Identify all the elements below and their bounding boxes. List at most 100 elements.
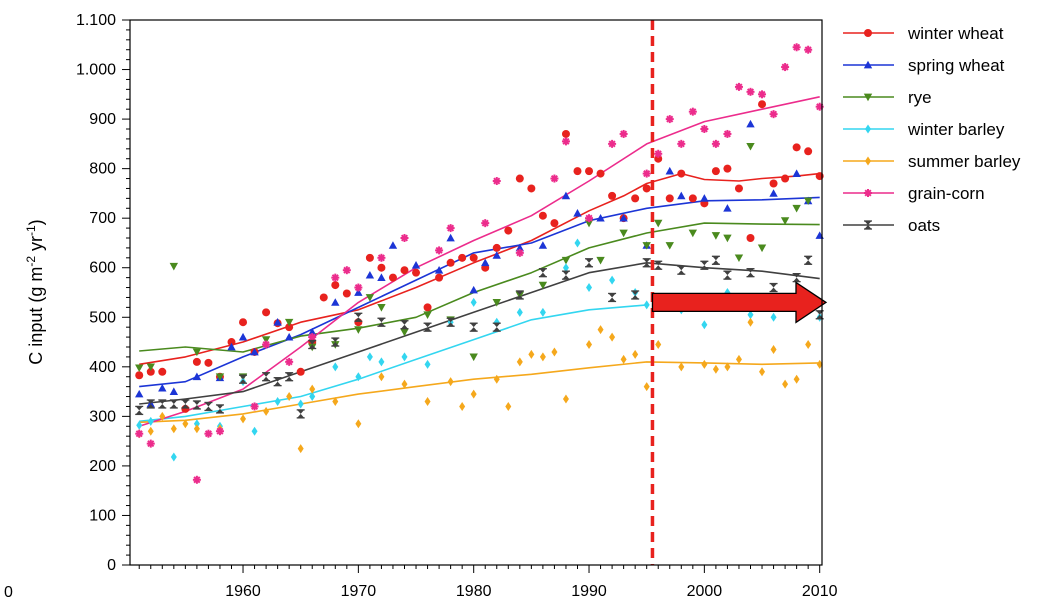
data-point-winter-wheat — [769, 179, 778, 188]
data-point-oats — [631, 290, 640, 300]
data-point-oats — [215, 404, 224, 414]
data-point-summer-barley — [643, 382, 650, 392]
data-point-winter-wheat — [561, 129, 570, 138]
data-point-rye — [596, 256, 605, 265]
hourglass-shape — [193, 400, 201, 409]
star-stroke — [435, 246, 443, 254]
data-point-winter-barley — [251, 426, 258, 436]
data-point-rye — [642, 242, 651, 250]
data-point-rye — [169, 262, 179, 271]
data-point-winter-wheat — [631, 194, 640, 203]
hourglass-shape — [677, 266, 685, 275]
data-point-rye — [723, 234, 732, 243]
data-point-summer-barley — [147, 426, 154, 436]
hourglass-shape — [700, 261, 708, 270]
data-point-winter-barley — [643, 300, 650, 310]
x-tick-label: 2000 — [687, 583, 723, 600]
data-point-rye — [711, 232, 721, 240]
data-point-summer-barley — [701, 359, 708, 369]
hourglass-shape — [354, 313, 362, 322]
data-point-grain-corn — [400, 234, 409, 242]
data-point-grain-corn — [515, 248, 524, 257]
star-stroke — [677, 140, 685, 148]
hourglass-shape — [493, 323, 501, 332]
data-point-spring-wheat — [411, 261, 421, 269]
data-point-grain-corn — [642, 169, 651, 178]
data-point-winter-wheat — [608, 191, 617, 200]
trend-line-spring-wheat — [139, 196, 820, 388]
data-point-summer-barley — [516, 357, 523, 367]
data-point-rye — [688, 229, 698, 238]
hourglass-shape — [770, 283, 778, 292]
star-stroke — [447, 224, 455, 232]
data-point-winter-barley — [516, 307, 523, 317]
data-point-grain-corn — [746, 87, 755, 96]
data-point-rye — [377, 304, 386, 312]
data-point-summer-barley — [309, 384, 316, 394]
data-point-rye — [492, 299, 501, 307]
annotations — [650, 20, 828, 565]
trend-line-grain-corn — [138, 96, 820, 428]
data-point-summer-barley — [528, 349, 535, 359]
star-stroke — [285, 358, 293, 366]
data-point-winter-barley — [274, 397, 281, 406]
star-stroke — [758, 90, 766, 98]
data-point-rye — [146, 363, 155, 372]
data-point-oats — [585, 258, 594, 268]
data-point-rye — [538, 281, 548, 290]
data-point-winter-wheat — [400, 266, 409, 275]
data-point-grain-corn — [700, 125, 709, 133]
data-point-rye — [654, 219, 663, 228]
data-point-spring-wheat — [388, 241, 398, 249]
data-point-rye — [734, 254, 744, 263]
data-point-spring-wheat — [792, 169, 801, 177]
star-stroke — [493, 177, 501, 185]
star-stroke — [377, 254, 385, 262]
data-point-grain-corn — [654, 149, 663, 158]
star-stroke — [562, 137, 570, 145]
data-point-spring-wheat — [538, 241, 548, 249]
star-stroke — [251, 402, 259, 410]
data-point-winter-barley — [170, 452, 177, 462]
data-point-winter-wheat — [227, 338, 236, 347]
legend-label: winter barley — [907, 120, 1005, 139]
hourglass-shape — [804, 256, 812, 265]
data-point-grain-corn — [781, 63, 790, 72]
data-point-oats — [146, 399, 155, 409]
data-point-winter-wheat — [435, 273, 444, 282]
data-point-oats — [354, 312, 363, 322]
data-point-spring-wheat — [492, 251, 501, 259]
data-point-winter-wheat — [204, 358, 213, 367]
data-point-winter-barley — [747, 310, 754, 320]
star-stroke — [135, 430, 143, 438]
legend-label: winter wheat — [907, 24, 1004, 43]
data-point-winter-wheat — [319, 293, 328, 302]
data-point-winter-barley — [366, 352, 373, 362]
x-tick-label: 1960 — [225, 583, 261, 600]
data-point-rye — [792, 204, 801, 213]
legend-item: grain-corn — [843, 184, 985, 203]
data-point-spring-wheat — [192, 372, 202, 381]
projection-arrow — [651, 281, 828, 324]
data-point-grain-corn — [446, 224, 455, 233]
data-point-summer-barley — [424, 397, 431, 406]
plot-frame — [129, 19, 823, 566]
data-point-spring-wheat — [169, 387, 179, 395]
data-point-grain-corn — [665, 115, 674, 124]
data-point-winter-barley — [586, 283, 593, 293]
hourglass-shape — [470, 323, 478, 332]
y-tick-label: 1.000 — [76, 62, 116, 79]
data-point-oats — [192, 400, 201, 410]
data-point-rye — [803, 197, 813, 206]
hourglass-shape — [746, 268, 754, 277]
data-point-oats — [538, 268, 547, 278]
data-point-winter-wheat — [792, 143, 801, 152]
data-point-winter-barley — [770, 312, 777, 322]
data-point-spring-wheat — [573, 209, 582, 217]
x-tick-label: 1990 — [571, 583, 607, 600]
data-point-rye — [261, 336, 271, 344]
legend-item: winter barley — [843, 120, 1005, 139]
data-point-oats — [135, 405, 144, 416]
hourglass-shape — [447, 318, 455, 327]
star-stroke — [550, 175, 558, 183]
